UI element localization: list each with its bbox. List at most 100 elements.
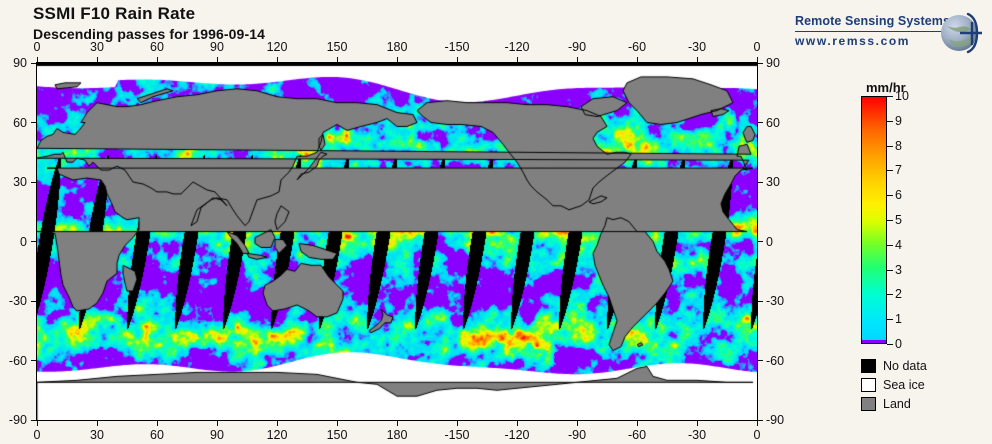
axis-tick-label: 60 (766, 115, 780, 130)
legend-item: No data (861, 358, 927, 374)
map-legend: No data Sea ice Land (861, 358, 927, 415)
axis-tick (276, 421, 278, 426)
legend-item: Land (861, 396, 927, 412)
axis-tick (758, 300, 763, 302)
axis-tick-label: -30 (766, 294, 785, 308)
globe-icon (941, 12, 982, 54)
legend-label: Land (883, 397, 911, 411)
axis-tick-label: 150 (326, 428, 348, 442)
axis-tick (758, 360, 763, 361)
axis-tick (36, 421, 38, 426)
axis-tick-label: -150 (444, 40, 470, 54)
axis-tick-label: 30 (766, 175, 780, 189)
axis-tick-label: -60 (766, 353, 785, 368)
axis-tick (576, 421, 578, 426)
axis-tick (336, 421, 338, 426)
axis-tick-label: -30 (687, 40, 707, 54)
legend-swatch (861, 397, 876, 411)
axis-tick (31, 122, 36, 123)
colorbar-tick-label: 3 (895, 262, 902, 277)
axis-tick (756, 57, 758, 62)
colorbar-tick (887, 269, 893, 271)
axis-tick-label: 30 (90, 428, 104, 442)
colorbar-tick (887, 120, 893, 122)
axis-tick-label: 0 (33, 40, 41, 54)
axis-tick (396, 57, 398, 62)
logo-website-url: www.remss.com (795, 34, 911, 48)
axis-tick-label: 0 (753, 428, 761, 442)
axis-tick (696, 421, 698, 426)
colorbar-unit-label: mm/hr (866, 80, 906, 95)
colorbar-tick-label: 9 (895, 113, 902, 128)
axis-tick (216, 421, 218, 426)
legend-label: No data (883, 359, 927, 373)
axis-tick-label: 0 (766, 234, 773, 249)
colorbar-tick-label: 2 (895, 287, 902, 302)
colorbar-tick (887, 294, 893, 296)
axis-tick (36, 57, 38, 62)
axis-tick-label: -60 (627, 428, 647, 442)
axis-tick-label: 60 (150, 40, 164, 54)
colorbar-tick-label: 4 (895, 237, 902, 252)
axis-tick-label: -90 (8, 413, 27, 427)
axis-tick (31, 181, 36, 183)
axis-tick-label: -90 (766, 413, 785, 427)
axis-tick (516, 57, 518, 62)
colorbar-tick-label: 7 (895, 163, 902, 178)
axis-tick (758, 181, 763, 183)
colorbar-tick-label: 5 (895, 213, 902, 227)
axis-tick (31, 62, 36, 64)
colorbar-tick (887, 344, 893, 345)
axis-tick-label: 150 (326, 40, 348, 54)
axis-tick (336, 57, 338, 62)
page-title: SSMI F10 Rain Rate (33, 4, 196, 23)
legend-label: Sea ice (883, 378, 925, 392)
axis-tick (636, 421, 638, 426)
colorbar-tick-label: 6 (895, 188, 902, 203)
axis-tick-label: 90 (210, 40, 224, 54)
axis-tick (516, 421, 518, 426)
axis-tick (96, 421, 98, 426)
colorbar-tick-label: 8 (895, 138, 902, 153)
colorbar-tick-label: 10 (895, 89, 909, 103)
axis-tick (31, 241, 36, 242)
axis-tick-label: 120 (266, 40, 288, 54)
axis-tick-label: 90 (766, 56, 780, 70)
axis-tick-label: 0 (753, 40, 761, 54)
rain-rate-map[interactable] (36, 62, 758, 421)
axis-tick (156, 421, 158, 426)
colorbar-tick (887, 170, 893, 172)
map-canvas (37, 63, 757, 420)
axis-tick (576, 57, 578, 62)
axis-tick (31, 360, 36, 361)
axis-tick-label: 90 (13, 56, 27, 70)
axis-tick (96, 57, 98, 62)
colorbar-tick (887, 244, 893, 246)
axis-tick-label: 60 (13, 115, 27, 130)
axis-tick-label: 30 (13, 175, 27, 189)
axis-tick-label: -60 (627, 40, 647, 54)
axis-tick-label: 30 (90, 40, 104, 54)
axis-tick (696, 57, 698, 62)
axis-tick (31, 419, 36, 421)
axis-tick (758, 62, 763, 64)
axis-tick (758, 419, 763, 421)
axis-tick (31, 300, 36, 302)
remss-logo[interactable]: Remote Sensing Systems www.remss.com (795, 12, 985, 56)
axis-tick (156, 57, 158, 62)
axis-tick-label: 180 (386, 40, 408, 54)
axis-tick (756, 421, 758, 426)
axis-tick-label: 0 (20, 234, 27, 249)
axis-tick-label: -60 (8, 353, 27, 368)
colorbar-tick (887, 319, 893, 321)
colorbar-tick (887, 96, 893, 97)
colorbar-tick-label: 1 (895, 312, 902, 327)
axis-tick-label: -30 (687, 428, 707, 442)
axis-tick (758, 241, 763, 242)
legend-swatch (861, 378, 876, 392)
axis-tick-label: 0 (33, 428, 41, 442)
page-subtitle: Descending passes for 1996-09-14 (33, 26, 265, 42)
axis-tick (636, 57, 638, 62)
axis-tick-label: -150 (444, 428, 470, 442)
